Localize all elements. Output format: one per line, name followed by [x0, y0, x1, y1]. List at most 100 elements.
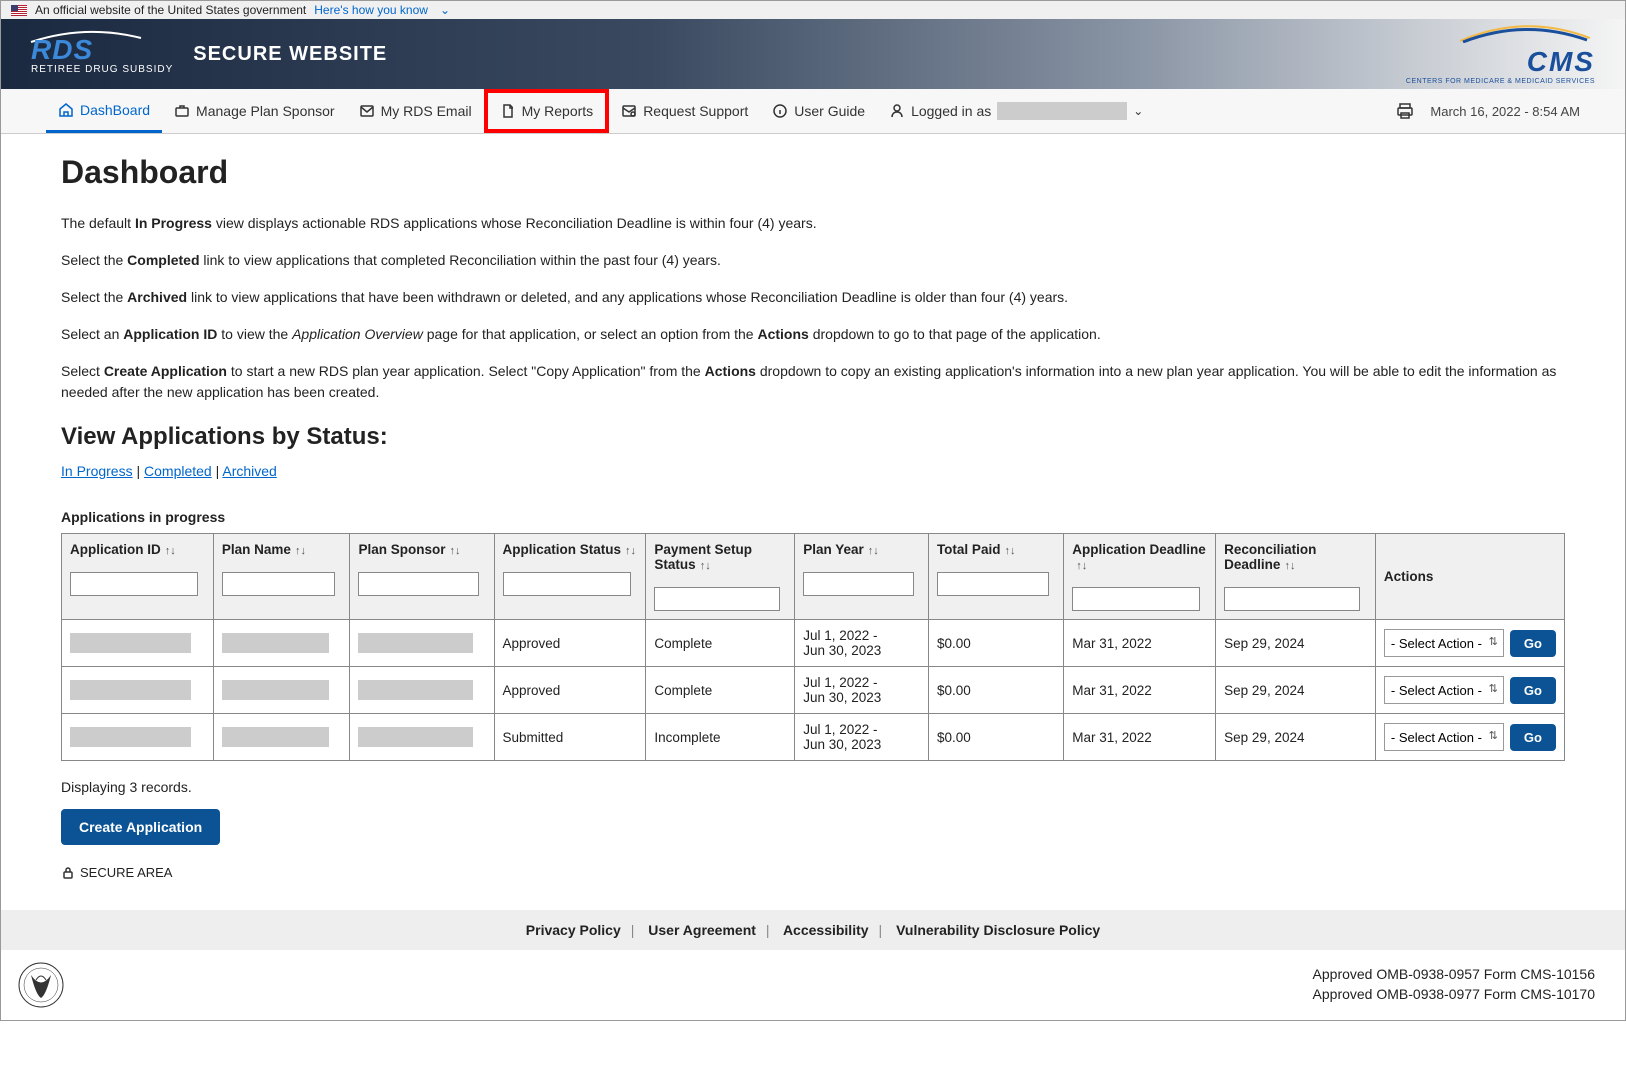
- nav-label: User Guide: [794, 103, 865, 119]
- cell-app-status: Submitted: [494, 714, 646, 761]
- secure-area-label: SECURE AREA: [61, 865, 1565, 880]
- cell-app-deadline: Mar 31, 2022: [1064, 714, 1216, 761]
- page-title: Dashboard: [61, 154, 1565, 191]
- nav-my-reports[interactable]: My Reports: [484, 89, 610, 133]
- link-user-agreement[interactable]: User Agreement: [648, 922, 756, 938]
- person-icon: [889, 103, 905, 119]
- col-total-paid[interactable]: Total Paid↑↓: [928, 534, 1063, 620]
- status-heading: View Applications by Status:: [61, 423, 1565, 451]
- cell-app-deadline: Mar 31, 2022: [1064, 620, 1216, 667]
- redacted-username: [997, 102, 1127, 120]
- filter-plan-name[interactable]: [222, 572, 336, 596]
- cms-logo: CMS CENTERS FOR MEDICARE & MEDICAID SERV…: [1406, 23, 1595, 85]
- table-title: Applications in progress: [61, 509, 1565, 525]
- create-application-button[interactable]: Create Application: [61, 809, 220, 845]
- cell-plan-year: Jul 1, 2022 -Jun 30, 2023: [795, 714, 929, 761]
- filter-app-deadline[interactable]: [1072, 587, 1200, 611]
- info-icon: [772, 103, 788, 119]
- status-links: In Progress | Completed | Archived: [61, 463, 1565, 479]
- nav-my-rds-email[interactable]: My RDS Email: [347, 89, 484, 133]
- link-privacy-policy[interactable]: Privacy Policy: [526, 922, 621, 938]
- redacted-cell: [222, 680, 330, 700]
- col-actions: Actions: [1375, 534, 1564, 620]
- nav-label: Logged in as: [911, 103, 991, 119]
- cell-recon-deadline: Sep 29, 2024: [1216, 667, 1376, 714]
- col-application-status[interactable]: Application Status↑↓: [494, 534, 646, 620]
- intro-text: The default In Progress view displays ac…: [61, 213, 1565, 403]
- go-button[interactable]: Go: [1510, 630, 1556, 657]
- cell-payment-status: Complete: [646, 620, 795, 667]
- nav-label: DashBoard: [80, 102, 150, 118]
- link-archived[interactable]: Archived: [222, 463, 276, 479]
- redacted-cell: [70, 633, 191, 653]
- link-in-progress[interactable]: In Progress: [61, 463, 133, 479]
- action-select[interactable]: - Select Action -: [1384, 629, 1504, 657]
- record-count: Displaying 3 records.: [61, 779, 1565, 795]
- filter-payment-status[interactable]: [654, 587, 779, 611]
- filter-plan-year[interactable]: [803, 572, 914, 596]
- omb-line-2: Approved OMB-0938-0977 Form CMS-10170: [1313, 985, 1595, 1005]
- col-application-id[interactable]: Application ID↑↓: [62, 534, 214, 620]
- sort-icon: ↑↓: [1004, 545, 1015, 557]
- redacted-cell: [222, 727, 330, 747]
- cell-recon-deadline: Sep 29, 2024: [1216, 620, 1376, 667]
- briefcase-icon: [174, 103, 190, 119]
- cell-plan-year: Jul 1, 2022 -Jun 30, 2023: [795, 667, 929, 714]
- timestamp: March 16, 2022 - 8:54 AM: [1430, 104, 1580, 119]
- col-plan-sponsor[interactable]: Plan Sponsor↑↓: [350, 534, 494, 620]
- hhs-seal-icon: [16, 960, 66, 1010]
- rds-logo: RDS RETIREE DRUG SUBSIDY: [31, 34, 173, 75]
- document-icon: [500, 103, 516, 119]
- col-recon-deadline[interactable]: Reconciliation Deadline↑↓: [1216, 534, 1376, 620]
- filter-total-paid[interactable]: [937, 572, 1049, 596]
- secure-website-label: SECURE WEBSITE: [193, 43, 387, 66]
- gov-banner-text: An official website of the United States…: [35, 3, 306, 17]
- chevron-down-icon: ⌄: [1133, 104, 1143, 118]
- flag-icon: [11, 5, 27, 16]
- filter-recon-deadline[interactable]: [1224, 587, 1360, 611]
- footer-links: Privacy Policy| User Agreement| Accessib…: [1, 910, 1625, 950]
- cell-recon-deadline: Sep 29, 2024: [1216, 714, 1376, 761]
- envelope-icon: [359, 103, 375, 119]
- redacted-cell: [70, 727, 191, 747]
- nav-manage-plan-sponsor[interactable]: Manage Plan Sponsor: [162, 89, 347, 133]
- header: RDS RETIREE DRUG SUBSIDY SECURE WEBSITE …: [1, 19, 1625, 89]
- link-accessibility[interactable]: Accessibility: [783, 922, 869, 938]
- go-button[interactable]: Go: [1510, 724, 1556, 751]
- nav-dashboard[interactable]: DashBoard: [46, 89, 162, 133]
- sort-icon: ↑↓: [295, 545, 306, 557]
- sort-icon: ↑↓: [165, 545, 176, 557]
- go-button[interactable]: Go: [1510, 677, 1556, 704]
- nav-logged-in[interactable]: Logged in as ⌄: [877, 89, 1155, 133]
- filter-application-id[interactable]: [70, 572, 198, 596]
- action-select[interactable]: - Select Action -: [1384, 676, 1504, 704]
- redacted-cell: [222, 633, 330, 653]
- nav-label: Request Support: [643, 103, 748, 119]
- redacted-cell: [358, 633, 472, 653]
- applications-table: Application ID↑↓ Plan Name↑↓ Plan Sponso…: [61, 533, 1565, 761]
- cell-total-paid: $0.00: [928, 620, 1063, 667]
- print-icon[interactable]: [1395, 101, 1415, 121]
- sort-icon: ↑↓: [868, 545, 879, 557]
- action-select[interactable]: - Select Action -: [1384, 723, 1504, 751]
- filter-app-status[interactable]: [503, 572, 631, 596]
- col-app-deadline[interactable]: Application Deadline↑↓: [1064, 534, 1216, 620]
- footer-bottom: Approved OMB-0938-0957 Form CMS-10156 Ap…: [1, 950, 1625, 1020]
- link-completed[interactable]: Completed: [144, 463, 212, 479]
- filter-plan-sponsor[interactable]: [358, 572, 479, 596]
- sort-icon: ↑↓: [700, 560, 711, 572]
- col-plan-name[interactable]: Plan Name↑↓: [213, 534, 350, 620]
- link-vulnerability-disclosure[interactable]: Vulnerability Disclosure Policy: [896, 922, 1100, 938]
- gov-banner: An official website of the United States…: [1, 1, 1625, 19]
- sort-icon: ↑↓: [1076, 560, 1087, 572]
- nav-label: Manage Plan Sponsor: [196, 103, 335, 119]
- sort-icon: ↑↓: [1284, 560, 1295, 572]
- col-payment-status[interactable]: Payment Setup Status↑↓: [646, 534, 795, 620]
- gov-banner-link[interactable]: Here's how you know: [314, 3, 428, 17]
- support-icon: [621, 103, 637, 119]
- cell-app-status: Approved: [494, 620, 646, 667]
- redacted-cell: [358, 680, 472, 700]
- nav-request-support[interactable]: Request Support: [609, 89, 760, 133]
- nav-user-guide[interactable]: User Guide: [760, 89, 877, 133]
- col-plan-year[interactable]: Plan Year↑↓: [795, 534, 929, 620]
